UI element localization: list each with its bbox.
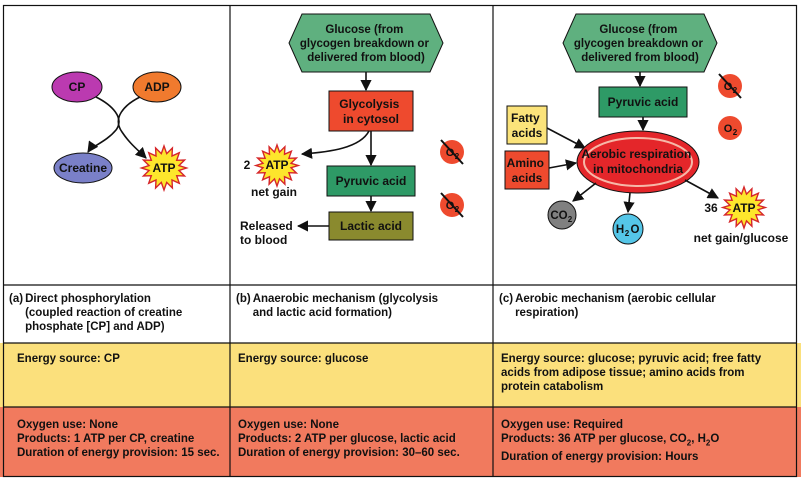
- column-a-title: (a) Direct phosphorylation (coupled reac…: [9, 292, 229, 334]
- no-o2-icon-b2: O 2: [440, 193, 464, 217]
- fatty-acids-label: Fatty acids: [511, 111, 543, 140]
- svg-text:CO: CO: [550, 210, 567, 222]
- atp-label-a: ATP: [152, 161, 175, 175]
- o2-icon-c: O 2: [718, 116, 742, 140]
- adp-to-atp-arrow: [118, 97, 146, 158]
- cp-to-creatine-arrow: [88, 97, 119, 152]
- column-b-title: (b) Anaerobic mechanism (glycolysis and …: [236, 292, 492, 320]
- column-a-energy: Energy source: CP: [17, 352, 227, 366]
- amino-to-mito-arrow: [549, 163, 576, 168]
- panel-a-diagram: CP ADP Creatine ATP: [52, 72, 187, 190]
- h2o-node: H 2 O: [613, 214, 643, 244]
- panel-b-diagram: Glucose (from glycogen breakdown or deli…: [240, 14, 464, 247]
- panel-c-diagram: Glucose (from glycogen breakdown or deli…: [505, 14, 789, 245]
- mito-to-h2o-arrow: [628, 193, 630, 212]
- cp-label: CP: [69, 80, 86, 94]
- column-c-title: (c) Aerobic mechanism (aerobic cellular …: [499, 292, 795, 320]
- column-b-oxygen: Oxygen use: None Products: 2 ATP per glu…: [238, 418, 492, 460]
- atp-count-c: 36: [704, 201, 718, 215]
- no-o2-icon-b1: O 2: [440, 140, 464, 164]
- pyruvic-label-b: Pyruvic acid: [336, 174, 407, 188]
- mito-to-atp-arrow: [685, 180, 718, 198]
- pyruvic-label-c: Pyruvic acid: [608, 95, 679, 109]
- no-o2-icon-c: O 2: [718, 74, 742, 98]
- svg-text:H: H: [616, 224, 624, 236]
- svg-text:2: 2: [733, 128, 738, 137]
- column-a-oxygen: Oxygen use: None Products: 1 ATP per CP,…: [17, 418, 229, 460]
- atp-label-b: ATP: [265, 158, 288, 172]
- column-c-oxygen: Oxygen use: Required Products: 36 ATP pe…: [501, 418, 795, 464]
- atp-label-c: ATP: [732, 201, 755, 215]
- glycolysis-label: Glycolysis in cytosol: [339, 97, 402, 126]
- outer-border: [4, 6, 797, 477]
- aerobic-label: Aerobic respiration in mitochondria: [581, 147, 694, 176]
- mito-to-co2-arrow: [573, 183, 596, 201]
- co2-node: CO 2: [548, 201, 576, 229]
- released-label: Released to blood: [240, 219, 296, 247]
- glycolysis-to-atp-arrow: [302, 131, 369, 154]
- fatty-to-mito-arrow: [547, 128, 585, 148]
- net-gain-label-c: net gain/glucose: [694, 231, 789, 245]
- column-b-energy: Energy source: glucose: [238, 352, 490, 366]
- creatine-label: Creatine: [59, 161, 107, 175]
- svg-text:O: O: [631, 224, 640, 236]
- svg-text:O: O: [724, 123, 733, 135]
- lactic-label: Lactic acid: [340, 219, 402, 233]
- atp-count-b: 2: [244, 158, 251, 172]
- svg-text:2: 2: [625, 229, 630, 238]
- net-gain-label-b: net gain: [251, 185, 297, 199]
- amino-acids-label: Amino acids: [507, 156, 548, 185]
- svg-text:2: 2: [568, 215, 573, 224]
- adp-label: ADP: [144, 80, 169, 94]
- column-c-energy: Energy source: glucose; pyruvic acid; fr…: [501, 352, 795, 394]
